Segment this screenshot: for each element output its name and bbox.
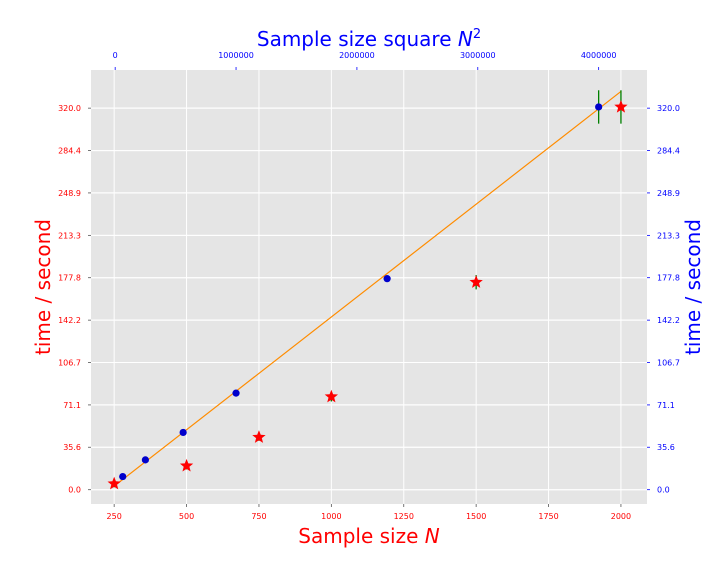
y-right-tick-label: 106.7 bbox=[657, 358, 680, 367]
y-axis-title-right: time / second bbox=[681, 219, 705, 355]
fit-line bbox=[113, 90, 622, 487]
grid bbox=[91, 70, 647, 504]
x-top-tick-label: 4000000 bbox=[581, 51, 617, 60]
y-right-tick-label: 0.0 bbox=[657, 486, 670, 495]
dot-point bbox=[141, 456, 149, 464]
axes: 250 500 750 1000 1250 1500 1750 2000 0 1000000 200… bbox=[58, 51, 680, 521]
x-bottom-tick-label: 250 bbox=[107, 512, 122, 521]
star-point bbox=[614, 99, 628, 113]
y-left-tick-label: 35.6 bbox=[63, 443, 81, 452]
y-left-tick-label: 0.0 bbox=[68, 486, 81, 495]
dot-point bbox=[179, 428, 187, 437]
x-bottom-tick-label: 1500 bbox=[466, 512, 486, 521]
y-right-tick-label: 284.4 bbox=[657, 147, 680, 156]
star-point bbox=[252, 430, 266, 443]
y-left-tick-label: 177.8 bbox=[58, 274, 81, 283]
y-left-tick-label: 71.1 bbox=[63, 401, 81, 410]
y-left-tick-label: 248.9 bbox=[58, 189, 81, 198]
star-point bbox=[324, 389, 339, 403]
x-axis-title-top: Sample size square N2 bbox=[257, 27, 481, 51]
y-axis-title-left: time / second bbox=[31, 219, 55, 355]
y-left-tick-label: 213.3 bbox=[58, 231, 81, 240]
y-left-tick-label: 320.0 bbox=[58, 104, 81, 113]
x-bottom-tick-label: 1750 bbox=[538, 512, 558, 521]
star-point bbox=[179, 458, 194, 472]
x-bottom-tick-label: 1250 bbox=[394, 512, 414, 521]
y-left-tick-label: 284.4 bbox=[58, 147, 81, 156]
star-point bbox=[469, 275, 483, 288]
dot-point bbox=[119, 472, 127, 481]
y-right-tick-label: 248.9 bbox=[657, 189, 680, 198]
data-marks bbox=[107, 90, 628, 490]
dot-point bbox=[383, 275, 391, 283]
x-top-tick-label: 0 bbox=[113, 51, 118, 60]
y-right-tick-label: 71.1 bbox=[657, 401, 675, 410]
x-bottom-tick-label: 2000 bbox=[611, 512, 631, 521]
star-point bbox=[107, 476, 121, 490]
dot-point bbox=[595, 103, 603, 111]
x-top-tick-label: 3000000 bbox=[460, 51, 496, 60]
y-right-tick-label: 35.6 bbox=[657, 443, 675, 452]
x-bottom-tick-label: 750 bbox=[251, 512, 266, 521]
x-bottom-tick-label: 1000 bbox=[321, 512, 341, 521]
x-axis-title-bottom: Sample size N bbox=[298, 524, 439, 548]
dot-point bbox=[232, 389, 240, 397]
y-left-tick-label: 142.2 bbox=[58, 316, 81, 325]
x-top-tick-label: 2000000 bbox=[339, 51, 375, 60]
x-bottom-tick-label: 500 bbox=[179, 512, 194, 521]
y-left-tick-label: 106.7 bbox=[58, 358, 81, 367]
y-right-tick-label: 320.0 bbox=[657, 104, 680, 113]
x-top-tick-label: 1000000 bbox=[218, 51, 254, 60]
y-right-tick-label: 213.3 bbox=[657, 231, 680, 240]
y-right-tick-label: 177.8 bbox=[657, 274, 680, 283]
y-right-tick-label: 142.2 bbox=[657, 316, 680, 325]
